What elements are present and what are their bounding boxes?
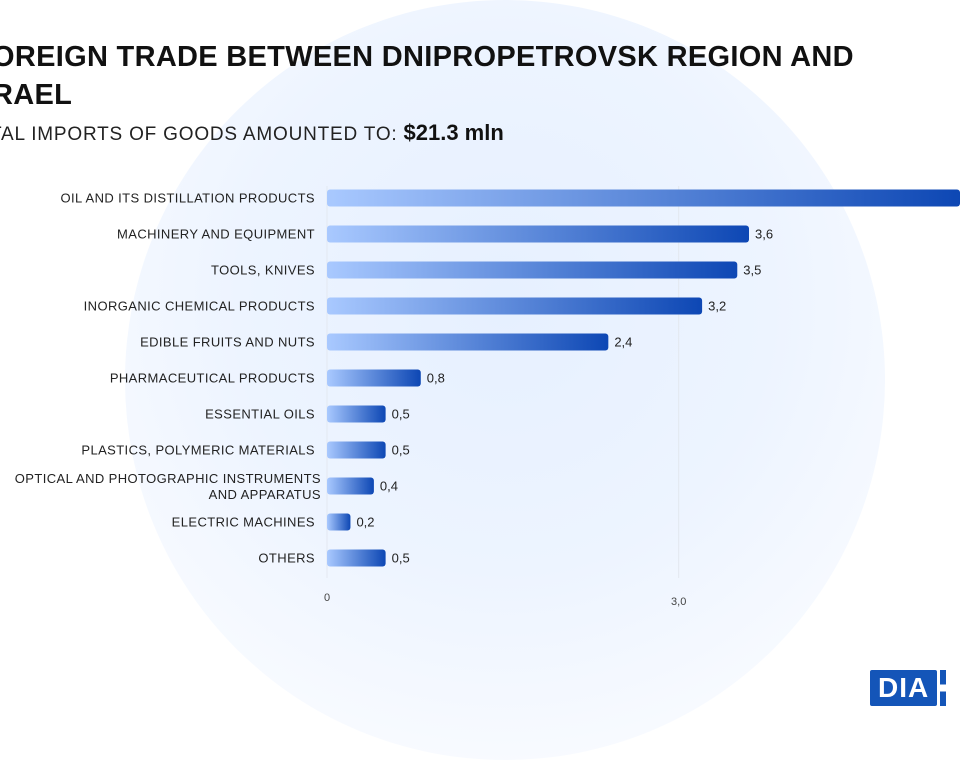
category-label: ELECTRIC MACHINES	[172, 515, 315, 530]
category-label: OIL AND ITS DISTILLATION PRODUCTS	[61, 191, 315, 206]
bar	[327, 225, 749, 243]
category-label: PHARMACEUTICAL PRODUCTS	[110, 371, 315, 386]
bar	[327, 261, 738, 279]
value-label: 0,2	[356, 515, 374, 530]
chart-title: OREIGN TRADE BETWEEN DNIPROPETROVSK REGI…	[0, 41, 854, 111]
bar	[327, 549, 386, 567]
category-label: EDIBLE FRUITS AND NUTS	[140, 335, 315, 350]
dia-logo: DIA	[870, 668, 947, 708]
bar	[327, 477, 374, 495]
value-label: 0,5	[392, 407, 410, 422]
total-imports-value: $21.3 mln	[403, 120, 504, 145]
value-label: 0,8	[427, 371, 445, 386]
bar	[327, 189, 960, 207]
bar	[327, 405, 386, 423]
category-label: AND APPARATUS	[209, 487, 321, 502]
category-label: PLASTICS, POLYMERIC MATERIALS	[81, 443, 315, 458]
bar	[327, 297, 703, 315]
category-label: OTHERS	[258, 551, 315, 566]
total-imports-label: TAL IMPORTS OF GOODS AMOUNTED TO:	[0, 124, 398, 145]
category-label: TOOLS, KNIVES	[211, 263, 315, 278]
x-tick-label: 0	[324, 592, 330, 604]
chart-subtitle: TAL IMPORTS OF GOODS AMOUNTED TO: $21.3 m…	[0, 120, 504, 146]
bar	[327, 333, 609, 351]
value-label: 3,2	[708, 299, 726, 314]
bar-chart: 0 3,0 OIL AND ITS DISTILLATION PRODUCTS MAC…	[15, 186, 960, 608]
bar	[327, 369, 421, 387]
x-tick-label: 3,0	[671, 596, 686, 608]
category-label: ESSENTIAL OILS	[205, 407, 315, 422]
value-label: 0,5	[392, 551, 410, 566]
bar	[327, 441, 386, 459]
value-label: 2,4	[614, 335, 632, 350]
category-label: OPTICAL AND PHOTOGRAPHIC INSTRUMENTS	[15, 471, 321, 486]
background-circle	[125, 0, 885, 760]
value-label: 3,6	[755, 227, 773, 242]
value-label: 0,5	[392, 443, 410, 458]
category-label: MACHINERY AND EQUIPMENT	[117, 227, 315, 242]
category-label: INORGANIC CHEMICAL PRODUCTS	[84, 299, 315, 314]
bar	[327, 513, 351, 531]
logo-mark	[940, 670, 947, 706]
logo-text: DIA	[870, 670, 938, 706]
value-label: 0,4	[380, 479, 398, 494]
value-label: 3,5	[743, 263, 761, 278]
